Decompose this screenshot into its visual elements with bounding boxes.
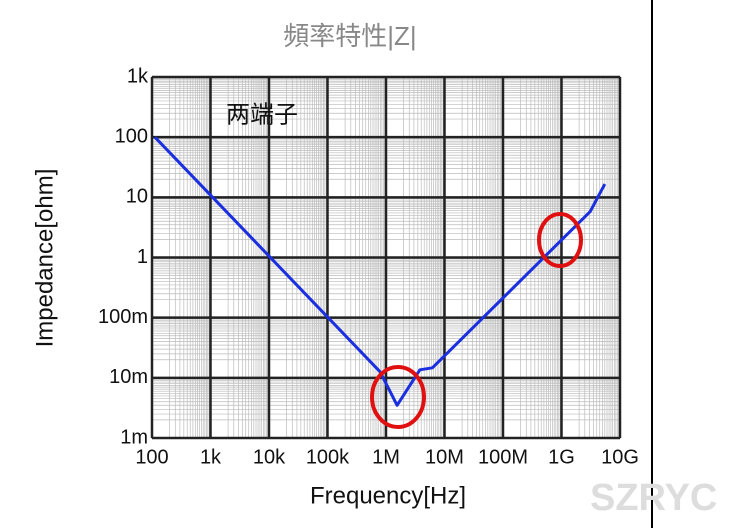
y-tick-label: 1 [137, 246, 148, 268]
y-tick-label: 1k [127, 65, 149, 87]
y-tick-label: 10 [126, 186, 148, 208]
x-tick-label: 10M [425, 446, 464, 468]
x-tick-label: 10G [601, 446, 639, 468]
x-tick-label: 100k [306, 446, 350, 468]
x-axis-label: Frequency[Hz] [310, 482, 466, 509]
impedance-line [153, 136, 607, 407]
grid [150, 75, 622, 440]
x-tick-label: 100M [478, 446, 528, 468]
watermark: SZRYC [590, 477, 717, 519]
x-tick-label: 1k [200, 446, 222, 468]
x-tick-label: 1G [548, 446, 575, 468]
annotation: 两端子 [226, 101, 298, 129]
y-tick-label: 100 [115, 125, 148, 147]
y-tick-label: 1m [120, 426, 148, 448]
y-tick-label: 10m [109, 366, 148, 388]
y-tick-label: 100m [98, 306, 148, 328]
highlight-circle [370, 365, 426, 429]
chart-title: 頻率特性|Z| [283, 21, 416, 51]
y-axis-label: Impedance[ohm] [31, 169, 58, 348]
x-tick-label: 1M [372, 446, 400, 468]
highlight-circle [537, 212, 583, 268]
x-tick-label: 100 [135, 446, 168, 468]
x-tick-label: 10k [253, 446, 286, 468]
